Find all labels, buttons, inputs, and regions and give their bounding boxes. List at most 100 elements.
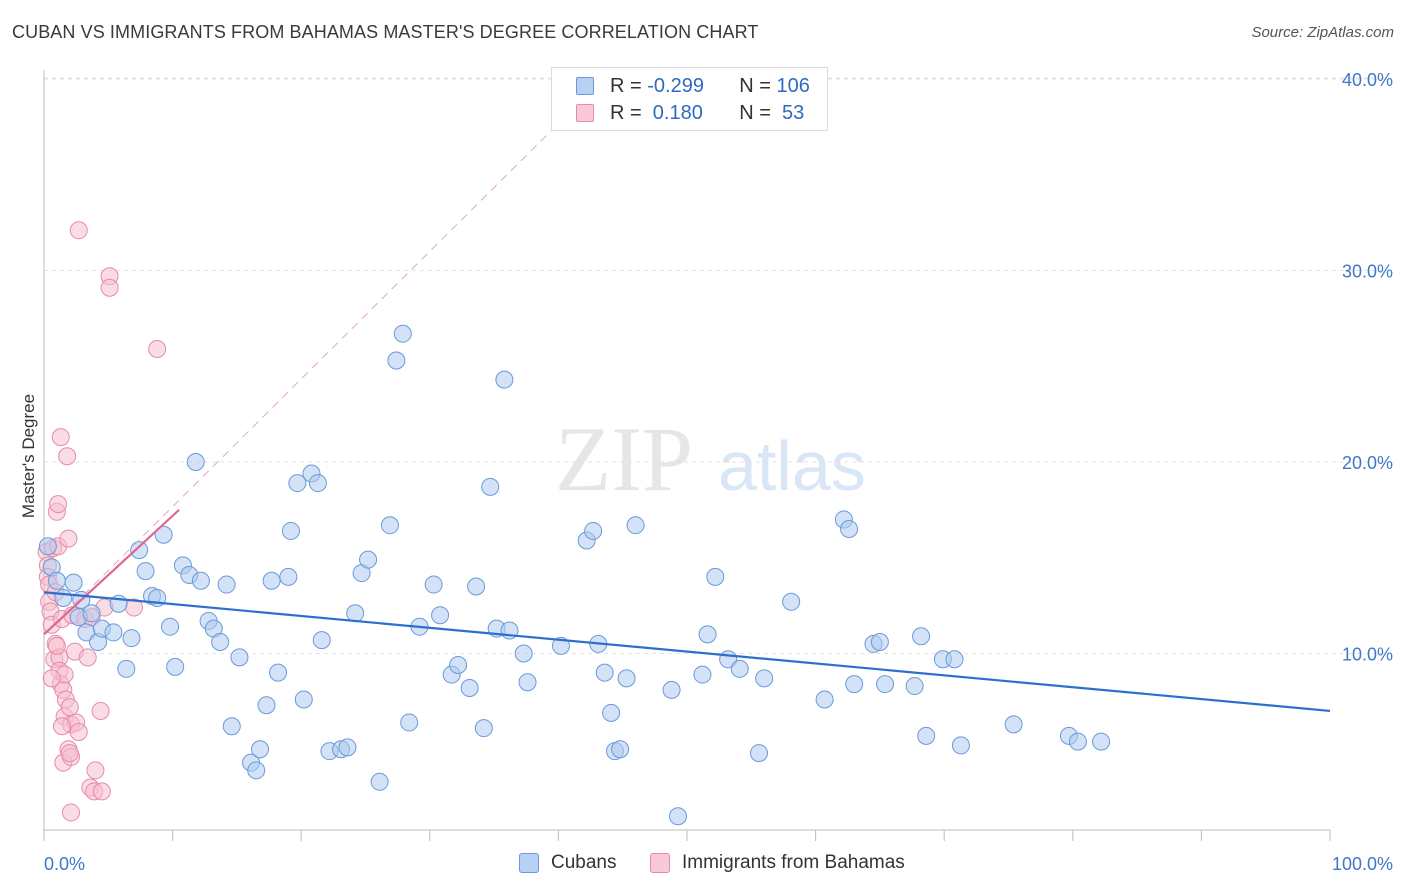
y-tick-label: 30.0% xyxy=(1342,262,1393,282)
cubans-point xyxy=(262,571,281,590)
cubans-point xyxy=(117,659,136,678)
cubans-point xyxy=(370,772,389,791)
series-legend: Cubans Immigrants from Bahamas xyxy=(0,852,1406,878)
source-credit: Source: ZipAtlas.com xyxy=(1251,24,1394,41)
legend-r-label: R = xyxy=(610,74,648,97)
cubans-point xyxy=(611,740,630,759)
cubans-point xyxy=(54,588,73,607)
bahamas-point xyxy=(59,529,78,548)
cubans-point xyxy=(845,675,864,694)
bahamas-point xyxy=(100,278,119,297)
cubans-point xyxy=(247,761,266,780)
cubans-point xyxy=(1092,732,1111,751)
y-axis-ticks: 10.0% 20.0% 30.0% 40.0% xyxy=(1342,70,1393,665)
y-axis-label: Master's Degree xyxy=(19,394,38,518)
cubans-point xyxy=(161,617,180,636)
cubans-point xyxy=(951,736,970,755)
legend-swatch-bahamas xyxy=(576,104,594,122)
bahamas-trend-extension xyxy=(43,116,566,635)
y-tick-label: 10.0% xyxy=(1342,645,1393,665)
cubans-point xyxy=(912,627,931,646)
cubans-point xyxy=(518,673,537,692)
cubans-point xyxy=(1004,715,1023,734)
chart-title: CUBAN VS IMMIGRANTS FROM BAHAMAS MASTER'… xyxy=(12,22,759,42)
cubans-point xyxy=(346,604,365,623)
cubans-point xyxy=(186,453,205,471)
series-legend-bahamas[interactable]: Immigrants from Bahamas xyxy=(650,852,905,874)
cubans-point xyxy=(750,744,769,763)
cubans-point xyxy=(467,577,486,596)
bahamas-trend-line xyxy=(43,509,180,636)
y-tick-label: 40.0% xyxy=(1342,70,1393,90)
cubans-point xyxy=(876,675,895,694)
bahamas-swatch xyxy=(650,853,670,873)
cubans-point xyxy=(136,562,155,581)
x-axis-ticks xyxy=(43,830,1331,841)
cubans-point xyxy=(431,606,450,625)
x-tick-label-max: 100.0% xyxy=(1332,854,1393,874)
cubans-point xyxy=(269,663,288,682)
bahamas-point xyxy=(42,669,61,688)
cubans-point xyxy=(104,623,123,642)
cubans-point xyxy=(312,631,331,650)
cubans-point xyxy=(870,633,889,652)
bahamas-point xyxy=(47,636,66,655)
bahamas-point xyxy=(91,701,110,720)
legend-n-value-cubans: 106 xyxy=(776,74,810,97)
bahamas-point xyxy=(51,428,70,447)
cubans-point xyxy=(279,567,298,586)
cubans-point xyxy=(222,717,241,736)
cubans-point xyxy=(191,571,210,590)
cubans-point xyxy=(359,550,378,569)
cubans-point xyxy=(905,677,924,696)
cubans-point xyxy=(154,525,173,544)
bahamas-point xyxy=(69,723,88,742)
cubans-trend-line xyxy=(43,591,1331,713)
cubans-point xyxy=(840,520,859,539)
cubans-point xyxy=(662,680,681,699)
legend-n-value-bahamas: 53 xyxy=(776,101,805,124)
cubans-point xyxy=(122,629,141,648)
series-legend-cubans[interactable]: Cubans xyxy=(519,852,617,874)
cubans-point xyxy=(294,690,313,709)
cubans-point xyxy=(460,678,479,697)
cubans-point xyxy=(698,625,717,644)
cubans-point xyxy=(38,537,57,556)
legend-r-label: R = xyxy=(610,101,648,124)
cubans-point xyxy=(602,703,621,722)
legend-row-bahamas: R = 0.180 N = 53 xyxy=(576,101,804,125)
cubans-point xyxy=(82,604,101,623)
legend-swatch-cubans xyxy=(576,77,594,95)
cubans-point xyxy=(474,719,493,738)
cubans-point xyxy=(130,541,149,560)
legend-n-label: N = xyxy=(739,101,777,124)
cubans-swatch xyxy=(519,853,539,873)
cubans-point xyxy=(251,740,270,759)
cubans-point xyxy=(551,636,570,655)
cubans-point xyxy=(424,575,443,594)
cubans-point xyxy=(64,573,83,592)
cubans-point xyxy=(626,516,645,535)
cubans-point xyxy=(166,657,185,676)
bahamas-point xyxy=(60,744,79,763)
cubans-point xyxy=(281,521,300,540)
cubans-point xyxy=(730,659,749,678)
legend-n-label: N = xyxy=(739,74,777,97)
cubans-point xyxy=(595,663,614,682)
cubans-point xyxy=(945,650,964,669)
cubans-point xyxy=(755,669,774,688)
cubans-point xyxy=(668,807,687,826)
x-tick-label-min: 0.0% xyxy=(44,854,85,874)
bahamas-point xyxy=(69,221,88,240)
bahamas-point xyxy=(58,447,77,466)
bahamas-point xyxy=(92,782,111,801)
legend-r-value-bahamas: 0.180 xyxy=(647,101,703,124)
cubans-point xyxy=(400,713,419,732)
cubans-point xyxy=(782,592,801,611)
grid-lines xyxy=(44,77,1390,654)
bahamas-points xyxy=(37,221,167,822)
watermark-atlas: atlas xyxy=(718,427,866,505)
cubans-point xyxy=(1068,732,1087,751)
cubans-points xyxy=(38,324,1111,826)
